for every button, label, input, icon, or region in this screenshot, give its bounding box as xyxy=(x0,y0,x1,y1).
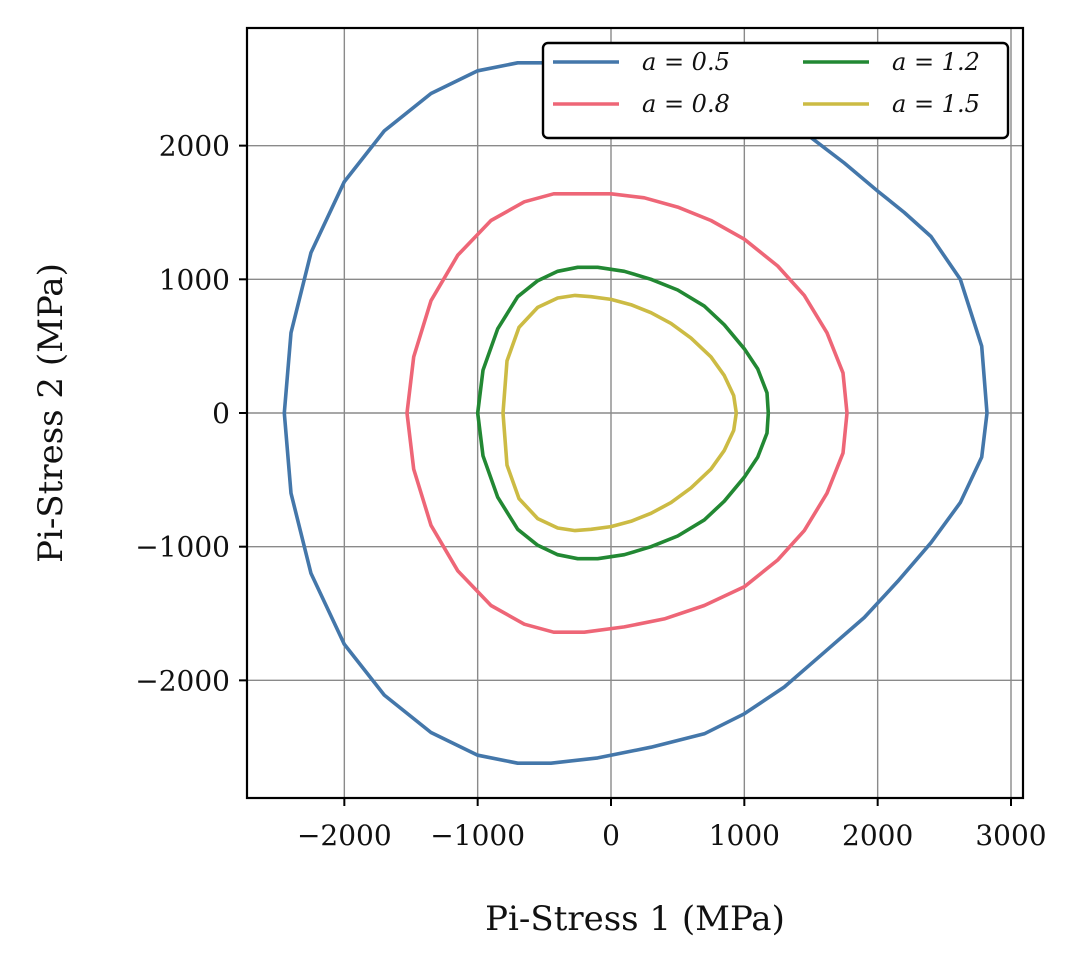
y-axis-title: Pi-Stress 2 (MPa) xyxy=(31,263,71,563)
legend-box xyxy=(541,41,1010,140)
legend: a = 0.5 a = 1.2 a = 0.8 a = 1.5 xyxy=(541,41,1010,140)
x-axis-title: Pi-Stress 1 (MPa) xyxy=(485,899,785,939)
x-tick-label: −2000 xyxy=(297,819,392,852)
y-tick-label: −1000 xyxy=(135,531,230,564)
legend-label-3: a = 1.5 xyxy=(892,90,980,118)
y-tick-label: 0 xyxy=(212,397,230,430)
series-line-2 xyxy=(475,265,771,561)
x-tick-label: 3000 xyxy=(975,819,1046,852)
series-line-3 xyxy=(501,293,739,533)
y-tick-label: −2000 xyxy=(135,664,230,697)
legend-label-1: a = 0.8 xyxy=(642,90,730,118)
y-tick-label: 2000 xyxy=(159,130,230,163)
series-line-1 xyxy=(405,192,849,635)
x-tick-label: −1000 xyxy=(430,819,525,852)
y-tick-label: 1000 xyxy=(159,263,230,296)
x-tick-label: 2000 xyxy=(842,819,913,852)
legend-label-0: a = 0.5 xyxy=(642,48,730,76)
legend-label-2: a = 1.2 xyxy=(892,48,980,76)
x-tick-label: 0 xyxy=(602,819,620,852)
x-tick-label: 1000 xyxy=(709,819,780,852)
ticks: −2000 −1000 0 1000 2000 3000 −2000 −1000 0 1000 20… xyxy=(135,130,1046,852)
